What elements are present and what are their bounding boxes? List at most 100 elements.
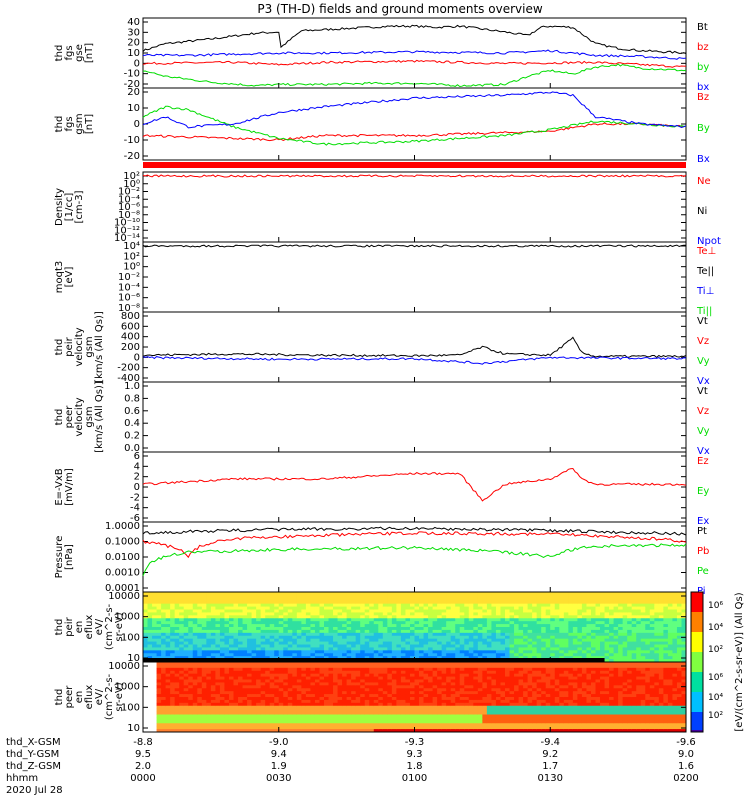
heatmap-cell (658, 609, 664, 613)
heatmap-cell (215, 641, 221, 645)
heatmap-cell (319, 720, 325, 724)
heatmap-cell (283, 656, 289, 660)
heatmap-cell (423, 708, 429, 713)
heatmap-cell (210, 720, 216, 724)
heatmap-cell (554, 644, 560, 648)
heatmap-cell (676, 592, 682, 596)
heatmap-cell (233, 699, 239, 704)
heatmap-cell (188, 702, 194, 707)
heatmap-cell (414, 609, 420, 613)
heatmap-cell (156, 679, 162, 683)
heatmap-cell (247, 694, 253, 698)
heatmap-cell (464, 653, 470, 657)
heatmap-cell (292, 656, 298, 660)
heatmap-cell (183, 650, 189, 654)
heatmap-cell (188, 667, 194, 672)
heatmap-cell (210, 600, 216, 605)
heatmap-cell (400, 670, 406, 675)
heatmap-cell (464, 694, 470, 698)
heatmap-cell (170, 606, 176, 610)
heatmap-cell (432, 691, 438, 695)
heatmap-cell (161, 612, 167, 616)
heatmap-cell (351, 673, 357, 678)
heatmap-cell (206, 632, 212, 637)
heatmap-cell (527, 632, 533, 637)
heatmap-cell (378, 673, 384, 678)
heatmap-cell (658, 627, 664, 631)
heatmap-cell (464, 723, 470, 727)
heatmap-cell (156, 708, 162, 713)
heatmap-cell (342, 694, 348, 698)
heatmap-cell (147, 603, 153, 608)
heatmap-cell (192, 726, 198, 730)
heatmap-cell (346, 621, 352, 625)
flag-bar (143, 162, 686, 168)
heatmap-cell (609, 635, 615, 640)
heatmap-cell (219, 600, 225, 605)
heatmap-cell (609, 600, 615, 605)
heatmap-cell (156, 670, 162, 675)
heatmap-cell (590, 653, 597, 657)
heatmap-cell (387, 621, 393, 625)
heatmap-cell (468, 600, 474, 605)
heatmap-cell (428, 705, 434, 710)
heatmap-cell (419, 644, 425, 648)
heatmap-cell (283, 662, 289, 666)
heatmap-cell (152, 699, 158, 704)
heatmap-cell (278, 667, 284, 672)
heatmap-cell (251, 647, 257, 651)
heatmap-cell (183, 621, 189, 625)
heatmap-cell (387, 688, 393, 692)
heatmap-cell (586, 606, 592, 610)
heatmap-cell (314, 670, 320, 675)
heatmap-cell (224, 603, 230, 608)
heatmap-cell (391, 705, 397, 710)
heatmap-cell (224, 667, 230, 672)
heatmap-cell (545, 627, 551, 631)
heatmap-cell (414, 676, 420, 680)
heatmap-cell (179, 627, 185, 631)
heatmap-cell (409, 673, 416, 678)
heatmap-cell (536, 618, 542, 622)
heatmap-cell (360, 627, 366, 631)
heatmap-cell (482, 641, 488, 645)
heatmap-cell (550, 603, 556, 608)
heatmap-cell (310, 676, 316, 680)
heatmap-cell (409, 594, 416, 599)
heatmap-cell (468, 685, 474, 689)
heatmap-cell (156, 621, 162, 625)
heatmap-cell (523, 641, 529, 645)
heatmap-cell (672, 650, 678, 654)
heatmap-cell (627, 603, 633, 608)
heatmap-cell (405, 676, 411, 680)
legend-label: Vt (697, 316, 708, 327)
heatmap-cell (174, 723, 180, 727)
heatmap-cell (292, 729, 298, 733)
heatmap-cell (373, 618, 379, 622)
heatmap-cell (278, 635, 284, 640)
heatmap-cell (491, 621, 497, 625)
heatmap-cell (183, 685, 189, 689)
heatmap-cell (292, 592, 298, 596)
heatmap-cell (337, 699, 343, 704)
heatmap-cell (514, 627, 520, 631)
heatmap-cell (287, 618, 293, 622)
heatmap-cell (369, 650, 375, 654)
heatmap-cell (161, 606, 167, 610)
heatmap-cell (554, 615, 560, 619)
heatmap-cell (319, 699, 325, 704)
heatmap-cell (409, 647, 416, 651)
heatmap-cell (622, 621, 628, 625)
heatmap-cell (219, 676, 225, 680)
heatmap-cell (269, 618, 275, 622)
heatmap-cell (396, 632, 402, 637)
heatmap-cell (337, 673, 343, 678)
heatmap-cell (305, 723, 311, 727)
heatmap-cell (554, 653, 560, 657)
heatmap-cell (256, 697, 262, 701)
heatmap-cell (197, 679, 203, 683)
heatmap-cell (283, 647, 289, 651)
heatmap-cell (188, 717, 194, 721)
heatmap-cell (337, 653, 343, 657)
